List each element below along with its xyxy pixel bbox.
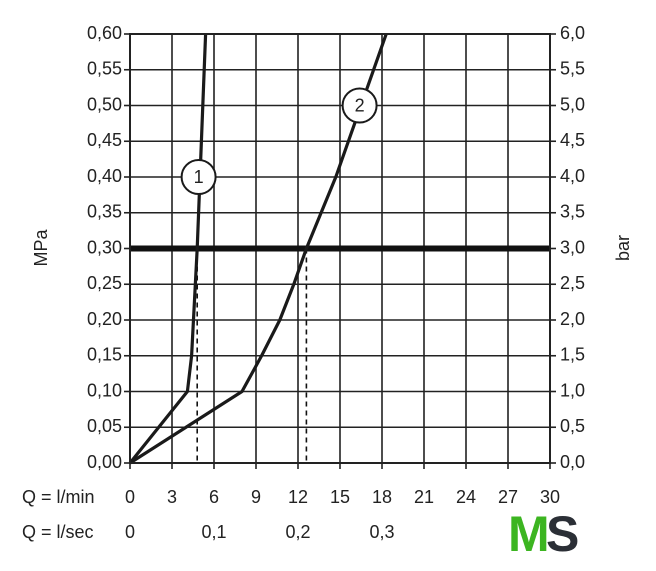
curve-label-circle — [180, 159, 217, 195]
curve — [128, 33, 208, 465]
x-tick-label: 30 — [540, 487, 560, 507]
y-tick-label: 0,30 — [87, 237, 122, 257]
y2-tick-label: 2,5 — [560, 273, 585, 293]
y-tick-label: 0,35 — [87, 202, 122, 222]
curve-label: 2 — [355, 95, 365, 115]
logo-s: S — [546, 506, 579, 562]
y2-tick-label: 5,0 — [560, 94, 585, 114]
curve — [129, 33, 388, 465]
y-axis-label: MPa — [31, 229, 51, 267]
y-tick-label: 0,05 — [87, 416, 122, 436]
y-tick-label: 0,40 — [87, 166, 122, 186]
x2-tick-label: 0,3 — [369, 522, 394, 542]
x2-tick-label: 0 — [125, 522, 135, 542]
y2-tick-label: 6,0 — [560, 23, 585, 43]
y2-tick-label: 4,0 — [560, 166, 585, 186]
plot-frame — [129, 33, 551, 464]
x-tick-label: 0 — [125, 487, 135, 507]
y2-tick-label: 3,0 — [560, 237, 585, 257]
y-tick-label: 0,45 — [87, 130, 122, 150]
y2-tick-label: 5,5 — [560, 59, 585, 79]
x-tick-label: 18 — [372, 487, 392, 507]
y2-tick-label: 2,0 — [560, 309, 585, 329]
y-tick-label: 0,55 — [87, 59, 122, 79]
x-tick-label: 3 — [167, 487, 177, 507]
x-tick-label: 27 — [498, 487, 518, 507]
y2-tick-label: 1,5 — [560, 345, 585, 365]
y-tick-label: 0,25 — [87, 273, 122, 293]
y2-tick-label: 0,0 — [560, 452, 585, 472]
y2-tick-label: 0,5 — [560, 416, 585, 436]
x-tick-label: 24 — [456, 487, 476, 507]
y2-tick-label: 3,5 — [560, 202, 585, 222]
y2-axis-label: bar — [613, 235, 633, 261]
x-tick-label: 6 — [209, 487, 219, 507]
y-tick-label: 0,50 — [87, 94, 122, 114]
curve-label-circle — [341, 87, 378, 124]
x2-axis-label: Q = l/sec — [22, 522, 94, 542]
logo-m: M — [508, 506, 550, 562]
y2-tick-label: 4,5 — [560, 130, 585, 150]
x2-tick-label: 0,1 — [201, 522, 226, 542]
x-tick-label: 9 — [251, 487, 261, 507]
x-axis-label: Q = l/min — [22, 487, 95, 507]
x2-tick-label: 0,2 — [285, 522, 310, 542]
y-tick-label: 0,60 — [87, 23, 122, 43]
x-tick-label: 15 — [330, 487, 350, 507]
y-tick-label: 0,10 — [87, 380, 122, 400]
y-tick-label: 0,00 — [87, 452, 122, 472]
y-tick-label: 0,20 — [87, 309, 122, 329]
y-tick-label: 0,15 — [87, 345, 122, 365]
y2-tick-label: 1,0 — [560, 380, 585, 400]
x-tick-label: 21 — [414, 487, 434, 507]
x-tick-label: 12 — [288, 487, 308, 507]
curve-label: 1 — [194, 167, 204, 187]
